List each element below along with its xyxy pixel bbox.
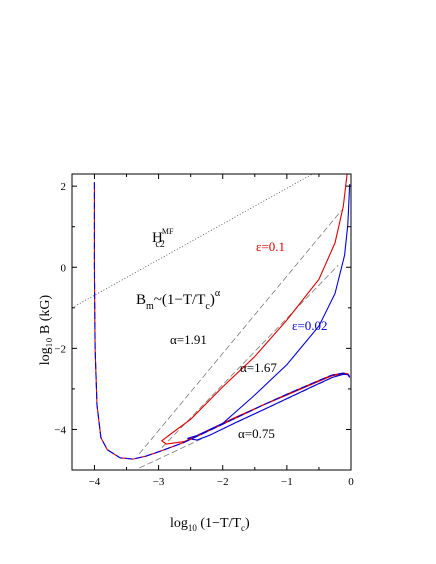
x-axis-label: log10 (1−T/Tc) (170, 516, 250, 533)
fit-line-1 (161, 264, 339, 448)
series-line-3 (93, 182, 351, 460)
x-tick-label-4: 0 (348, 476, 354, 488)
y-tick-label-2: −2 (54, 343, 66, 355)
x-tick-label-0: −4 (89, 476, 101, 488)
series-line-1 (187, 184, 351, 441)
alpha-1-67-label: α=1.67 (240, 360, 277, 375)
hc2-mf-line (72, 174, 313, 309)
x-tick-label-3: −1 (281, 476, 293, 488)
x-tick-label-2: −2 (217, 476, 229, 488)
alpha-1-91-label: α=1.91 (170, 332, 207, 347)
y-tick-label-3: −4 (54, 424, 66, 436)
x-tick-label-1: −3 (153, 476, 165, 488)
epsilon-0-02-label: ε=0.02 (292, 318, 328, 333)
hc2-label: HMF c2 (152, 227, 174, 250)
y-axis-label: log₁₀ B (kG) (38, 294, 53, 365)
plot-area (72, 174, 351, 469)
bm-formula-label: Bm~(1−T/Tc)α (136, 288, 221, 312)
fit-line-0 (138, 210, 342, 455)
y-tick-label-0: 2 (61, 181, 67, 193)
y-tick-label-1: 0 (61, 262, 67, 274)
plot-frame (71, 173, 352, 471)
series-line-0 (160, 174, 351, 445)
alpha-0-75-label: α=0.75 (238, 426, 275, 441)
epsilon-0-1-label: ε=0.1 (256, 239, 285, 254)
